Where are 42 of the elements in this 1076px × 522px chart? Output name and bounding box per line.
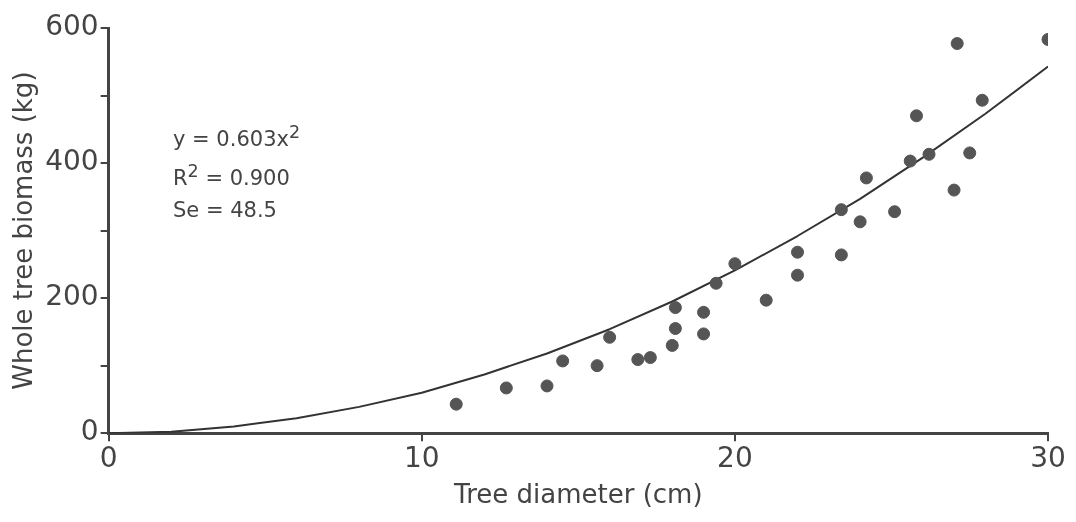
x-tick-label: 30 [1030, 441, 1066, 475]
point [791, 268, 805, 282]
point [697, 305, 711, 319]
y-tick-label: 600 [45, 9, 99, 43]
annotation: Se = 48.5 [173, 197, 278, 224]
point [643, 351, 657, 365]
point [888, 205, 902, 219]
point [665, 338, 679, 352]
point [449, 397, 463, 411]
y-tick-label: 400 [45, 144, 99, 178]
point [709, 276, 723, 290]
point [963, 146, 977, 160]
y-tick-label: 0 [80, 414, 99, 448]
point [947, 183, 961, 197]
point [668, 301, 682, 315]
x-tick-label: 10 [403, 441, 440, 475]
y-tick-label: 200 [45, 279, 99, 313]
point [759, 293, 773, 307]
point [603, 330, 617, 344]
point [499, 381, 513, 395]
point [728, 257, 742, 271]
point [922, 147, 936, 161]
x-tick-label: 20 [717, 441, 753, 475]
annotation: R$^{2}$ = 0.900 [173, 160, 291, 192]
point [697, 327, 711, 341]
point [859, 171, 873, 185]
point [950, 37, 964, 51]
point [903, 154, 917, 168]
point [631, 353, 645, 367]
point [668, 322, 682, 336]
point [590, 359, 604, 373]
point [834, 248, 848, 262]
annotation: y = 0.603x$^{2}$ [173, 121, 301, 153]
point [791, 245, 805, 259]
x-axis-title: Tree diameter (cm) [453, 479, 703, 510]
point [540, 379, 554, 393]
point [853, 215, 867, 229]
point [556, 354, 570, 368]
point [834, 203, 848, 217]
point [975, 93, 989, 107]
point [909, 109, 923, 123]
y-axis-title: Whole tree biomass (kg) [8, 71, 39, 390]
